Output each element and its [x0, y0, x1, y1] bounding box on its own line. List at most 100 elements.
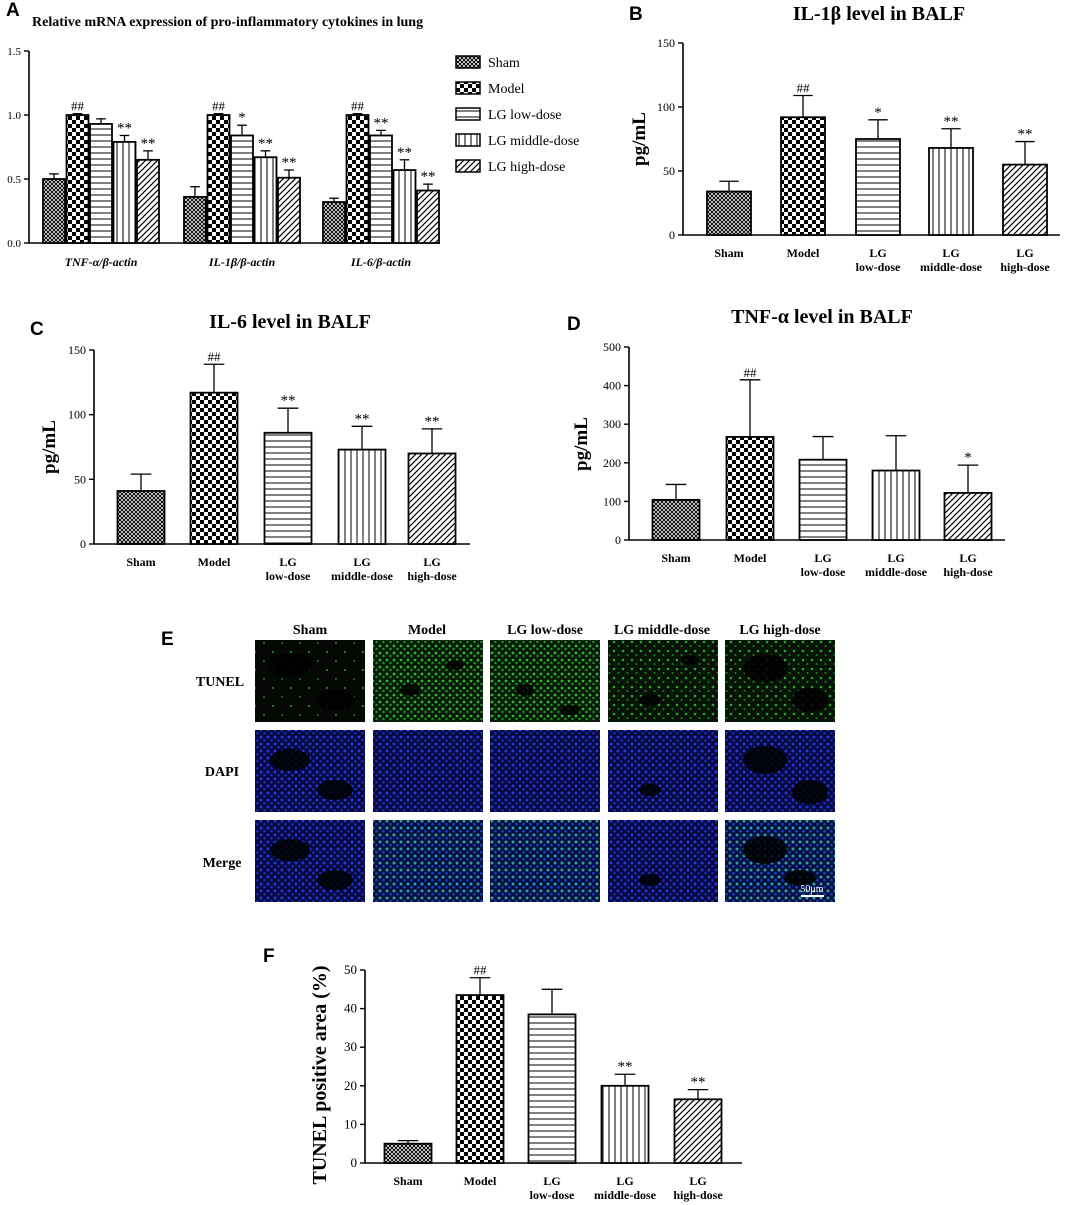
lg-high-dose-significance-mark: ** [691, 1075, 706, 1091]
chart-tnfa-balf: 0 100 200 300 400 500 TNF-α level in BALF pg/mL… [571, 306, 1005, 579]
chart-il1b-balf: 0 50 100 150 IL-1β level in BALF pg/mL Sham ## M… [629, 3, 1060, 274]
x-tick-label-sham: Sham [126, 555, 155, 569]
y-tick-label: 400 [603, 379, 621, 393]
sham-bar [706, 190, 752, 236]
legend-swatch-lg-middle-dose [455, 133, 481, 147]
y-tick-label: 1.0 [7, 110, 21, 122]
y-axis-label: pg/mL [629, 112, 650, 166]
lg-high-dose-significance-mark: ** [1018, 127, 1033, 143]
micro-image-dapi-lg-low [490, 730, 600, 812]
model-bar [455, 994, 505, 1164]
sham-bar [651, 498, 701, 541]
micro-col-lg-high: LG high-dose [739, 623, 820, 638]
y-tick-label: 10 [344, 1116, 357, 1131]
panel-letter-d: D [567, 314, 581, 335]
y-tick-label: 200 [603, 456, 621, 470]
lg-high-dose-il-1-actin-bar [277, 176, 301, 244]
micro-row-dapi: DAPI [205, 765, 239, 780]
y-tick-label: 300 [603, 417, 621, 431]
y-tick-label: 0.5 [7, 174, 21, 186]
y-tick-label: 50 [74, 472, 86, 486]
lg-middle-dose-tnf-actin-significance-mark: ** [117, 120, 132, 136]
x-tick-label-lg-low-dose: LG [543, 1174, 560, 1188]
micro-col-lg-low: LG low-dose [507, 623, 583, 638]
micro-image-merge-model [373, 820, 483, 902]
x-tick-label-lg-middle-dose: middle-dose [865, 565, 928, 579]
legend-swatch-sham [455, 55, 481, 69]
x-tick-label-model: Model [464, 1174, 497, 1188]
model-significance-mark: ## [797, 80, 811, 95]
x-tick-label-lg-high-dose: high-dose [407, 569, 457, 583]
micro-image-dapi-lg-middle [608, 730, 718, 812]
lg-middle-dose-bar [928, 147, 974, 236]
x-tick-label-lg-middle-dose: LG [942, 246, 959, 260]
micro-col-model: Model [408, 623, 446, 638]
lg-high-dose-tnf-actin-significance-mark: ** [141, 136, 156, 152]
lg-middle-dose-significance-mark: ** [618, 1059, 633, 1075]
chart-tunel-positive-area: 0 10 20 30 40 50 TUNEL positive area (%) Sham ##… [309, 962, 742, 1202]
legend-label-lg-low-dose: LG low-dose [488, 108, 562, 123]
micro-image-tunel-lg-middle [608, 640, 718, 722]
chart-il6-balf: 0 50 100 150 IL-6 level in BALF pg/mL Sham ## Mo… [39, 311, 470, 583]
legend-swatch-model [455, 81, 481, 95]
lg-low-dose-bar [798, 458, 848, 541]
x-tick-label-lg-middle-dose: LG [887, 551, 904, 565]
x-tick-label-lg-low-dose: low-dose [856, 260, 901, 274]
x-tick-label-lg-high-dose: LG [1016, 246, 1033, 260]
y-axis-label: pg/mL [571, 417, 592, 471]
legend-label-lg-high-dose: LG high-dose [488, 160, 565, 175]
micro-image-dapi-sham [255, 730, 365, 812]
y-tick-label: 0 [615, 533, 621, 547]
lg-low-dose-bar [263, 431, 313, 545]
micro-col-sham: Sham [293, 623, 328, 638]
y-tick-label: 0.0 [7, 238, 21, 250]
y-axis-label: TUNEL positive area (%) [309, 965, 331, 1184]
x-tick-label-il-1-actin: IL-1β/β-actin [208, 255, 276, 269]
y-tick-label: 50 [663, 164, 675, 178]
panel-letter-a: A [6, 0, 20, 21]
x-tick-label-model: Model [734, 551, 767, 565]
micro-image-merge-lg-low [490, 820, 600, 902]
lg-low-dose-il-1-actin-significance-mark: * [238, 110, 246, 126]
y-tick-label: 30 [344, 1039, 357, 1054]
x-tick-label-lg-high-dose: high-dose [673, 1188, 723, 1202]
microscopy-grid: Sham Model LG low-dose LG middle-dose LG… [196, 623, 835, 902]
micro-row-tunel: TUNEL [196, 675, 244, 690]
lg-middle-dose-bar [337, 448, 387, 545]
sham-bar [383, 1142, 433, 1164]
y-tick-label: 0 [669, 228, 675, 242]
x-tick-label-lg-middle-dose: LG [353, 555, 370, 569]
chart-title: IL-6 level in BALF [209, 311, 371, 333]
y-tick-label: 0 [80, 537, 86, 551]
x-tick-label-lg-low-dose: LG [814, 551, 831, 565]
micro-image-dapi-model [373, 730, 483, 812]
chart-mrna-expression: 0.0 0.5 1.0 1.5 Relative mRNA expression of … [7, 15, 579, 269]
lg-low-dose-bar [855, 138, 901, 236]
model-tnf-actin-significance-mark: ## [71, 99, 85, 114]
model-il-6-actin-significance-mark: ## [351, 99, 365, 114]
panel-letter-e: E [161, 629, 174, 650]
micro-image-tunel-model [373, 640, 483, 722]
lg-high-dose-bar [943, 492, 993, 541]
lg-middle-dose-il-1-actin-bar [253, 156, 278, 244]
y-tick-label: 40 [344, 1001, 357, 1016]
chart-title: Relative mRNA expression of pro-inflamma… [32, 15, 423, 30]
micro-image-merge-sham [255, 820, 365, 902]
sham-il-1-actin-bar [183, 196, 207, 244]
x-tick-label-lg-high-dose: high-dose [943, 565, 993, 579]
x-tick-label-lg-low-dose: low-dose [530, 1188, 575, 1202]
lg-middle-dose-significance-mark: ** [355, 411, 370, 427]
x-tick-label-lg-high-dose: LG [959, 551, 976, 565]
chart-title: IL-1β level in BALF [793, 3, 965, 25]
panel-letter-c: C [30, 319, 44, 340]
y-tick-label: 50 [344, 962, 357, 977]
y-tick-label: 0 [351, 1155, 358, 1170]
lg-high-dose-tnf-actin-bar [136, 158, 160, 244]
x-tick-label-lg-high-dose: LG [689, 1174, 706, 1188]
x-tick-label-lg-high-dose: high-dose [1000, 260, 1050, 274]
legend-label-model: Model [488, 82, 525, 97]
micro-image-tunel-sham [255, 640, 365, 722]
x-tick-label-model: Model [198, 555, 231, 569]
y-tick-label: 1.5 [7, 46, 21, 58]
x-tick-label-lg-low-dose: low-dose [801, 565, 846, 579]
